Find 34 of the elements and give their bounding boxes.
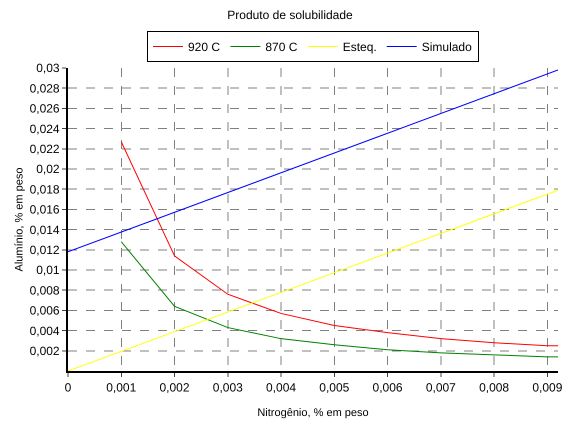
y-tick-label: 0,01 bbox=[36, 263, 60, 278]
y-tick-label: 0,018 bbox=[30, 182, 60, 196]
y-tick-label: 0,022 bbox=[30, 142, 60, 156]
line-series bbox=[120, 241, 558, 358]
y-tick-label: 0,002 bbox=[30, 344, 60, 358]
y-tick-label: 0,004 bbox=[30, 324, 60, 338]
x-tick-label: 0,004 bbox=[266, 380, 296, 394]
x-tick-label: 0,002 bbox=[160, 380, 190, 394]
x-tick-label: 0,001 bbox=[106, 380, 137, 394]
y-tick-label: 0,028 bbox=[30, 81, 60, 96]
y-tick-label: 0,03 bbox=[36, 61, 60, 76]
y-tick-label: 0,016 bbox=[30, 202, 60, 217]
x-tick-label: 0,008 bbox=[479, 380, 510, 394]
x-tick-label: 0,007 bbox=[426, 380, 456, 394]
x-tick-label: 0,006 bbox=[372, 380, 403, 394]
y-tick-label: 0,014 bbox=[30, 222, 60, 237]
line-series bbox=[120, 141, 558, 346]
x-tick-label: 0 bbox=[64, 380, 72, 394]
y-axis-title: Alumínio, % em peso bbox=[14, 168, 26, 272]
y-tick-label: 0,012 bbox=[30, 243, 60, 257]
y-tick-label: 0,02 bbox=[36, 162, 60, 176]
legend-label: Simulado bbox=[422, 40, 472, 54]
x-tick-label: 0,009 bbox=[532, 380, 563, 394]
y-tick-label: 0,024 bbox=[30, 122, 60, 136]
chart-title: Produto de solubilidade bbox=[227, 8, 354, 22]
legend-label: 920 C bbox=[188, 40, 220, 54]
y-tick-label: 0,006 bbox=[30, 304, 60, 318]
x-axis-title: Nitrogênio, % em peso bbox=[257, 407, 369, 420]
y-tick-label: 0,008 bbox=[30, 283, 60, 298]
x-tick-label: 0,003 bbox=[212, 380, 244, 394]
y-tick-label: 0,026 bbox=[30, 102, 60, 116]
legend-label: Esteq. bbox=[342, 40, 377, 54]
legend-label: 870 C bbox=[265, 40, 298, 54]
x-tick-label: 0,005 bbox=[319, 380, 350, 394]
